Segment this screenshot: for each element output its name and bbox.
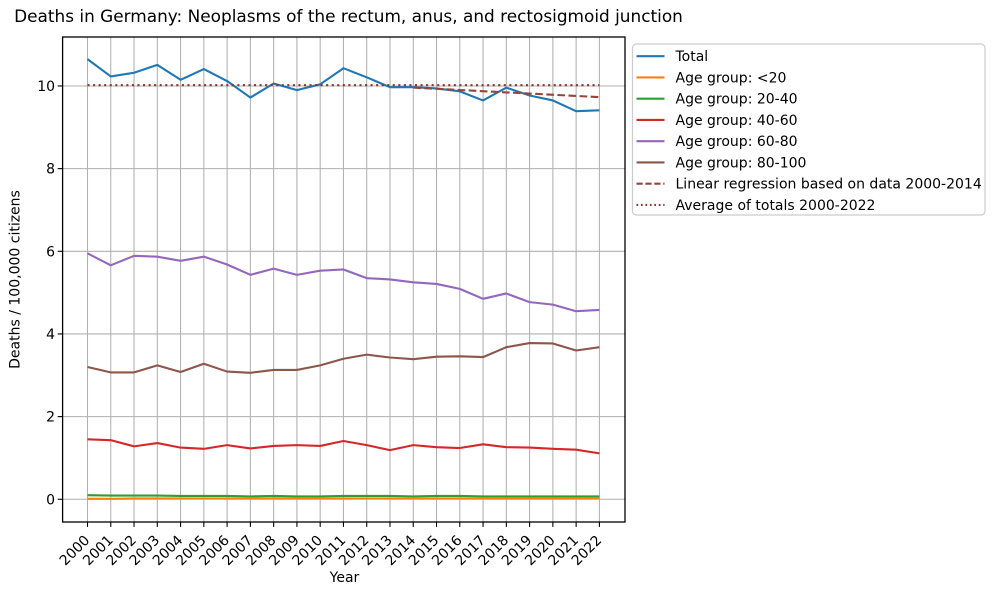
y-tick-label: 4 [46, 327, 55, 343]
legend-label: Total [675, 49, 709, 65]
legend-label: Age group: 20-40 [676, 92, 798, 108]
y-tick-label: 0 [46, 492, 55, 508]
legend-label: Age group: 80-100 [676, 155, 807, 171]
legend-label: Linear regression based on data 2000-201… [676, 177, 982, 193]
chart-title: Deaths in Germany: Neoplasms of the rect… [14, 6, 683, 26]
series-line-age-group-60-80 [87, 252, 600, 313]
legend-label: Age group: <20 [676, 70, 787, 86]
series-line-age-group-20-40 [87, 494, 600, 498]
legend-label: Average of totals 2000-2022 [676, 198, 876, 214]
regression-line [413, 86, 600, 99]
y-axis-label: Deaths / 100,000 citizens [8, 190, 24, 369]
series-line-age-group-80-100 [87, 341, 600, 374]
series-line-age-group-40-60 [87, 438, 600, 455]
y-tick-label: 10 [37, 79, 55, 95]
y-tick-label: 6 [46, 244, 55, 260]
legend-label: Age group: 40-60 [676, 113, 798, 129]
series-line-total [86, 58, 600, 113]
legend-label: Age group: 60-80 [676, 134, 798, 150]
y-tick-label: 2 [46, 410, 55, 426]
y-tick-label: 8 [46, 162, 55, 178]
legend-box [631, 43, 986, 216]
x-axis-label: Year [329, 570, 360, 586]
